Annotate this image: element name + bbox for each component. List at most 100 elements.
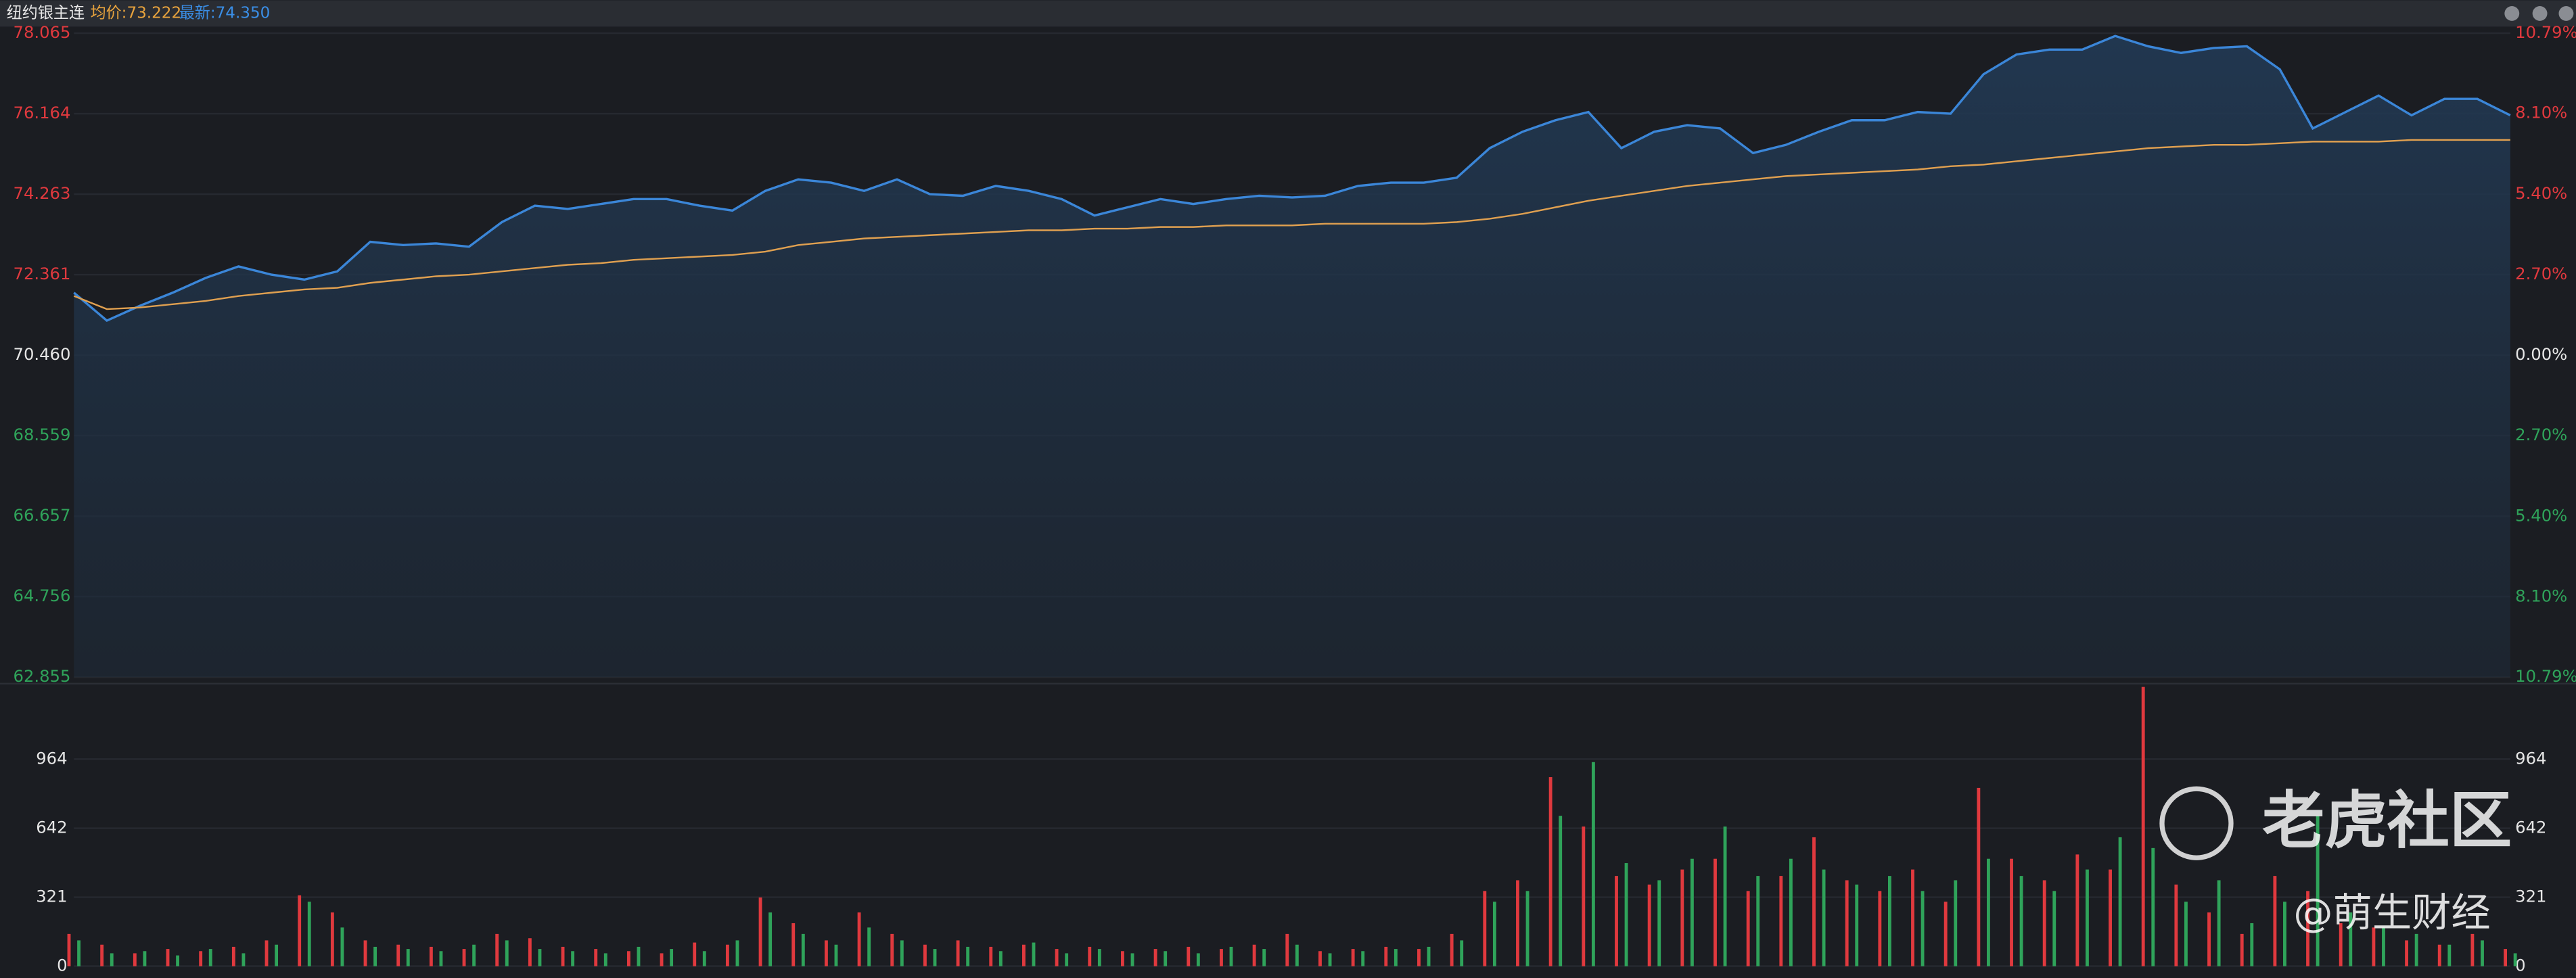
watermark-brand: 老虎社区 — [2262, 784, 2512, 857]
y-tick-label-right: 964 — [2515, 748, 2546, 768]
volume-bar — [956, 940, 960, 967]
volume-bar — [231, 946, 235, 967]
y2-tick-label: 8.10% — [2515, 586, 2567, 605]
y-tick-label: 78.065 — [14, 22, 71, 42]
volume-bar — [2513, 953, 2517, 967]
volume-bar — [2109, 869, 2112, 967]
watermark-author: @萌生财经 — [2293, 889, 2490, 935]
y-tick-label-right: 0 — [2515, 956, 2525, 975]
y2-tick-label: 2.70% — [2515, 425, 2567, 444]
volume-bar — [2075, 854, 2079, 967]
volume-bar — [693, 942, 697, 967]
volume-bar — [1220, 949, 1223, 967]
y-tick-label: 76.164 — [14, 103, 71, 122]
volume-bar — [307, 902, 311, 967]
volume-bar — [2504, 949, 2507, 967]
volume-bar — [1911, 869, 1914, 967]
volume-bar — [505, 940, 509, 967]
volume-bar — [2481, 940, 2484, 967]
volume-bar — [1779, 876, 1783, 967]
volume-bar — [1756, 876, 1760, 967]
volume-bar — [670, 949, 674, 967]
y-tick-label: 74.263 — [14, 183, 71, 203]
series-line — [73, 34, 2511, 323]
volume-bar — [2414, 933, 2418, 967]
volume-bar — [1647, 884, 1651, 967]
volume-bar — [1153, 949, 1157, 967]
zoom-out-button[interactable] — [2532, 6, 2548, 21]
settings-button[interactable] — [2558, 6, 2574, 21]
volume-bar — [1427, 946, 1431, 967]
volume-bar — [1657, 880, 1661, 967]
volume-bar — [1196, 953, 1200, 967]
volume-bar — [1789, 858, 1793, 967]
volume-bar — [2010, 858, 2013, 967]
volume-bar — [989, 946, 993, 967]
volume-bar — [1295, 944, 1299, 967]
header-bar — [0, 0, 2576, 27]
volume-bar — [1878, 891, 1882, 967]
y2-tick-label: 5.40% — [2515, 183, 2567, 203]
y-tick-label: 72.361 — [14, 264, 71, 283]
volume-bar — [1318, 951, 1322, 967]
volume-bar — [1582, 826, 1586, 967]
volume-bar — [2118, 837, 2122, 967]
volume-bar — [1460, 940, 1464, 967]
volume-bar — [1624, 863, 1628, 967]
volume-bar — [626, 951, 630, 967]
volume-bar — [1021, 944, 1026, 967]
volume-bar — [439, 951, 443, 967]
volume-bar — [330, 912, 334, 967]
volume-bar — [768, 912, 773, 967]
zoom-in-button[interactable] — [2504, 6, 2520, 21]
volume-bar — [1680, 869, 1684, 967]
volume-bar — [100, 944, 104, 967]
volume-bar — [1977, 787, 1981, 967]
volume-bar — [1559, 816, 1563, 967]
volume-bar — [208, 949, 212, 967]
y-tick-label-right: 642 — [2515, 818, 2546, 837]
volume-bar — [1746, 891, 1750, 967]
volume-bar — [1920, 891, 1925, 967]
volume-bar — [67, 933, 71, 967]
volume-bar — [1855, 884, 1859, 967]
volume-bar — [2184, 902, 2188, 967]
volume-bar — [2052, 891, 2056, 967]
volume-bar — [900, 940, 904, 967]
volume-bar — [1615, 876, 1618, 967]
volume-bar — [1384, 946, 1388, 967]
volume-bar — [1690, 858, 1694, 967]
volume-bar — [429, 946, 433, 967]
y2-tick-label: 10.79% — [2515, 22, 2576, 42]
volume-bar — [472, 944, 476, 967]
volume-bar — [298, 895, 302, 967]
volume-bar — [998, 951, 1003, 967]
y-tick-label: 64.756 — [14, 586, 71, 605]
volume-bar — [2437, 944, 2441, 967]
volume-bar — [1591, 762, 1595, 967]
volume-bar — [340, 927, 344, 967]
volume-bar — [801, 933, 805, 967]
average-price: 均价:73.222 — [91, 4, 182, 22]
volume-bar — [1516, 880, 1519, 967]
volume-bar — [2405, 940, 2408, 967]
volume-bar — [264, 940, 269, 967]
volume-bar — [373, 946, 377, 967]
y2-tick-label: 0.00% — [2515, 344, 2567, 364]
volume-bar — [1492, 902, 1496, 967]
volume-bar — [166, 949, 170, 967]
volume-bar — [2339, 923, 2343, 967]
window-controls[interactable] — [2504, 6, 2574, 21]
y-tick-label-right: 321 — [2515, 887, 2546, 906]
volume-bar — [176, 955, 180, 967]
volume-bar — [791, 923, 796, 967]
volume-bar — [275, 944, 279, 967]
volume-bar — [1812, 837, 1816, 967]
volume-bar — [2042, 880, 2046, 967]
volume-bar — [867, 927, 871, 967]
volume-bar — [528, 938, 532, 967]
volume-bar — [110, 953, 114, 967]
watermark-logo — [2159, 786, 2234, 860]
